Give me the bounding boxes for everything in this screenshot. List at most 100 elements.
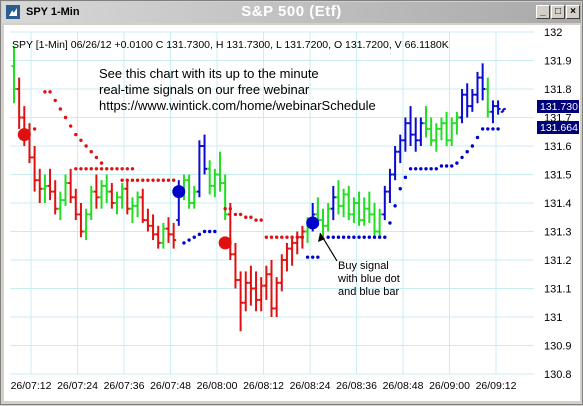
blue-signal-dot bbox=[480, 127, 485, 131]
chart-background bbox=[4, 25, 580, 401]
red-signal-dot bbox=[105, 167, 109, 171]
stop-price-label: 131.664 bbox=[540, 122, 578, 134]
red-signal-dot bbox=[125, 167, 129, 171]
red-signal-dot bbox=[264, 235, 269, 239]
y-tick-label: 132 bbox=[544, 27, 562, 39]
ohlc-bar bbox=[16, 77, 22, 129]
ohlc-bar bbox=[500, 107, 506, 113]
last-price-label: 131.730 bbox=[540, 101, 578, 113]
blue-signal-dot bbox=[192, 235, 196, 239]
x-tick-label: 26/08:48 bbox=[383, 380, 424, 392]
x-tick-label: 26/08:12 bbox=[243, 380, 284, 392]
ohlc-bar bbox=[238, 271, 244, 332]
blue-signal-dot bbox=[393, 204, 397, 208]
blue-signal-dot bbox=[414, 167, 418, 171]
red-signal-dot bbox=[68, 124, 73, 128]
red-signal-dot bbox=[79, 138, 83, 142]
ohlc-bar bbox=[449, 117, 455, 146]
ohlc-bar bbox=[269, 260, 274, 317]
price-chart[interactable]: 132131.9131.8131.7131.6131.5131.4131.313… bbox=[4, 25, 580, 401]
ohlc-bar bbox=[454, 111, 460, 135]
red-signal-dot bbox=[84, 144, 88, 148]
ohlc-bar bbox=[284, 242, 290, 272]
chart-area[interactable]: 132 131.9 131.8 131.7 131.6 131.5 131.4 131.3 13… bbox=[4, 25, 580, 401]
ohlc-bar bbox=[11, 46, 17, 104]
blue-signal-dot bbox=[341, 235, 346, 239]
blue-signal-dot bbox=[388, 221, 392, 225]
ohlc-bar bbox=[109, 183, 115, 209]
info-line: SPY [1-Min] 06/26/12 +0.0100 C 131.7300,… bbox=[12, 39, 449, 51]
ohlc-bar bbox=[135, 191, 141, 218]
red-signal-dot bbox=[58, 107, 63, 111]
ohlc-bar bbox=[166, 217, 171, 243]
red-signal-dot bbox=[249, 215, 253, 219]
blue-signal-dot bbox=[362, 235, 366, 239]
red-signal-dot bbox=[166, 178, 171, 182]
ohlc-bar bbox=[346, 185, 352, 221]
y-tick-label: 131.1 bbox=[544, 284, 572, 296]
ohlc-bar bbox=[68, 168, 74, 203]
red-signal-dot bbox=[110, 167, 114, 171]
ohlc-bar bbox=[37, 168, 43, 203]
maximize-button[interactable]: □ bbox=[551, 5, 565, 19]
blue-signal-dot bbox=[197, 232, 202, 237]
ohlc-bar bbox=[438, 117, 444, 141]
red-signal-dot bbox=[74, 132, 78, 137]
ohlc-bar bbox=[397, 134, 403, 164]
y-tick-label: 131.2 bbox=[544, 255, 572, 267]
y-tick-label: 131.4 bbox=[544, 198, 572, 210]
ohlc-bar bbox=[372, 203, 377, 238]
blue-signal-dot bbox=[357, 235, 361, 239]
red-signal-dot bbox=[99, 167, 104, 171]
ohlc-bar bbox=[222, 174, 228, 221]
red-signal-dot bbox=[63, 115, 68, 120]
ohlc-bar bbox=[253, 271, 259, 312]
ohlc-bar bbox=[47, 168, 53, 201]
ohlc-bar bbox=[475, 71, 480, 104]
ohlc-bar bbox=[263, 265, 269, 300]
blue-signal-dot bbox=[475, 135, 480, 140]
chart-app-icon bbox=[6, 5, 20, 19]
blue-signal-dot bbox=[377, 235, 382, 239]
x-axis-labels: 26/07:12 26/07:24 26/07:36 26/07:48 26/08:00… bbox=[11, 380, 517, 392]
ohlc-bar bbox=[207, 160, 213, 195]
blue-signal-dot bbox=[419, 167, 423, 171]
y-axis-labels: 132131.9131.8131.7131.6131.5131.4131.313… bbox=[544, 27, 572, 381]
blue-signal-dot bbox=[398, 187, 402, 191]
ohlc-bar bbox=[160, 222, 166, 249]
red-signal-dot bbox=[300, 235, 305, 239]
red-signal-dot bbox=[223, 207, 227, 211]
red-signal-dot bbox=[274, 235, 279, 239]
red-signal-dot bbox=[233, 212, 238, 217]
red-signal-dot bbox=[141, 178, 145, 182]
window-title: SPY 1-Min bbox=[26, 6, 80, 18]
ohlc-bar bbox=[490, 100, 496, 124]
sell-signal-marker bbox=[17, 128, 31, 142]
red-signal-dot bbox=[259, 218, 263, 222]
ohlc-bar bbox=[413, 117, 419, 152]
y-tick-label: 130.9 bbox=[544, 341, 572, 353]
blue-signal-dot bbox=[439, 164, 444, 168]
annotation-line-1: Buy signal bbox=[338, 260, 389, 272]
title-bar[interactable]: SPY 1-Min S&P 500 (Etf) _ □ × bbox=[2, 2, 581, 23]
red-signal-dot bbox=[94, 155, 99, 160]
blue-signal-dot bbox=[491, 127, 495, 131]
close-button[interactable]: × bbox=[566, 5, 580, 19]
x-tick-label: 26/08:24 bbox=[290, 380, 331, 392]
red-signal-dot bbox=[89, 167, 93, 171]
red-signal-dot bbox=[115, 167, 119, 171]
price-tags: 131.730 131.664 bbox=[537, 100, 579, 134]
blue-signal-dot bbox=[434, 167, 438, 171]
ohlc-bar bbox=[57, 191, 63, 221]
y-tick-label: 131.6 bbox=[544, 141, 572, 153]
ohlc-bar bbox=[32, 146, 38, 192]
promo-line-3[interactable]: https://www.wintick.com/home/webinarSche… bbox=[99, 98, 376, 113]
ohlc-bar bbox=[52, 180, 58, 215]
ohlc-bar bbox=[63, 174, 68, 206]
ohlc-bar bbox=[145, 208, 151, 232]
minimize-button[interactable]: _ bbox=[536, 5, 550, 19]
ohlc-bar bbox=[191, 185, 197, 209]
ohlc-bar bbox=[428, 117, 434, 146]
ohlc-bar bbox=[335, 180, 341, 215]
red-signal-dot bbox=[120, 167, 124, 171]
